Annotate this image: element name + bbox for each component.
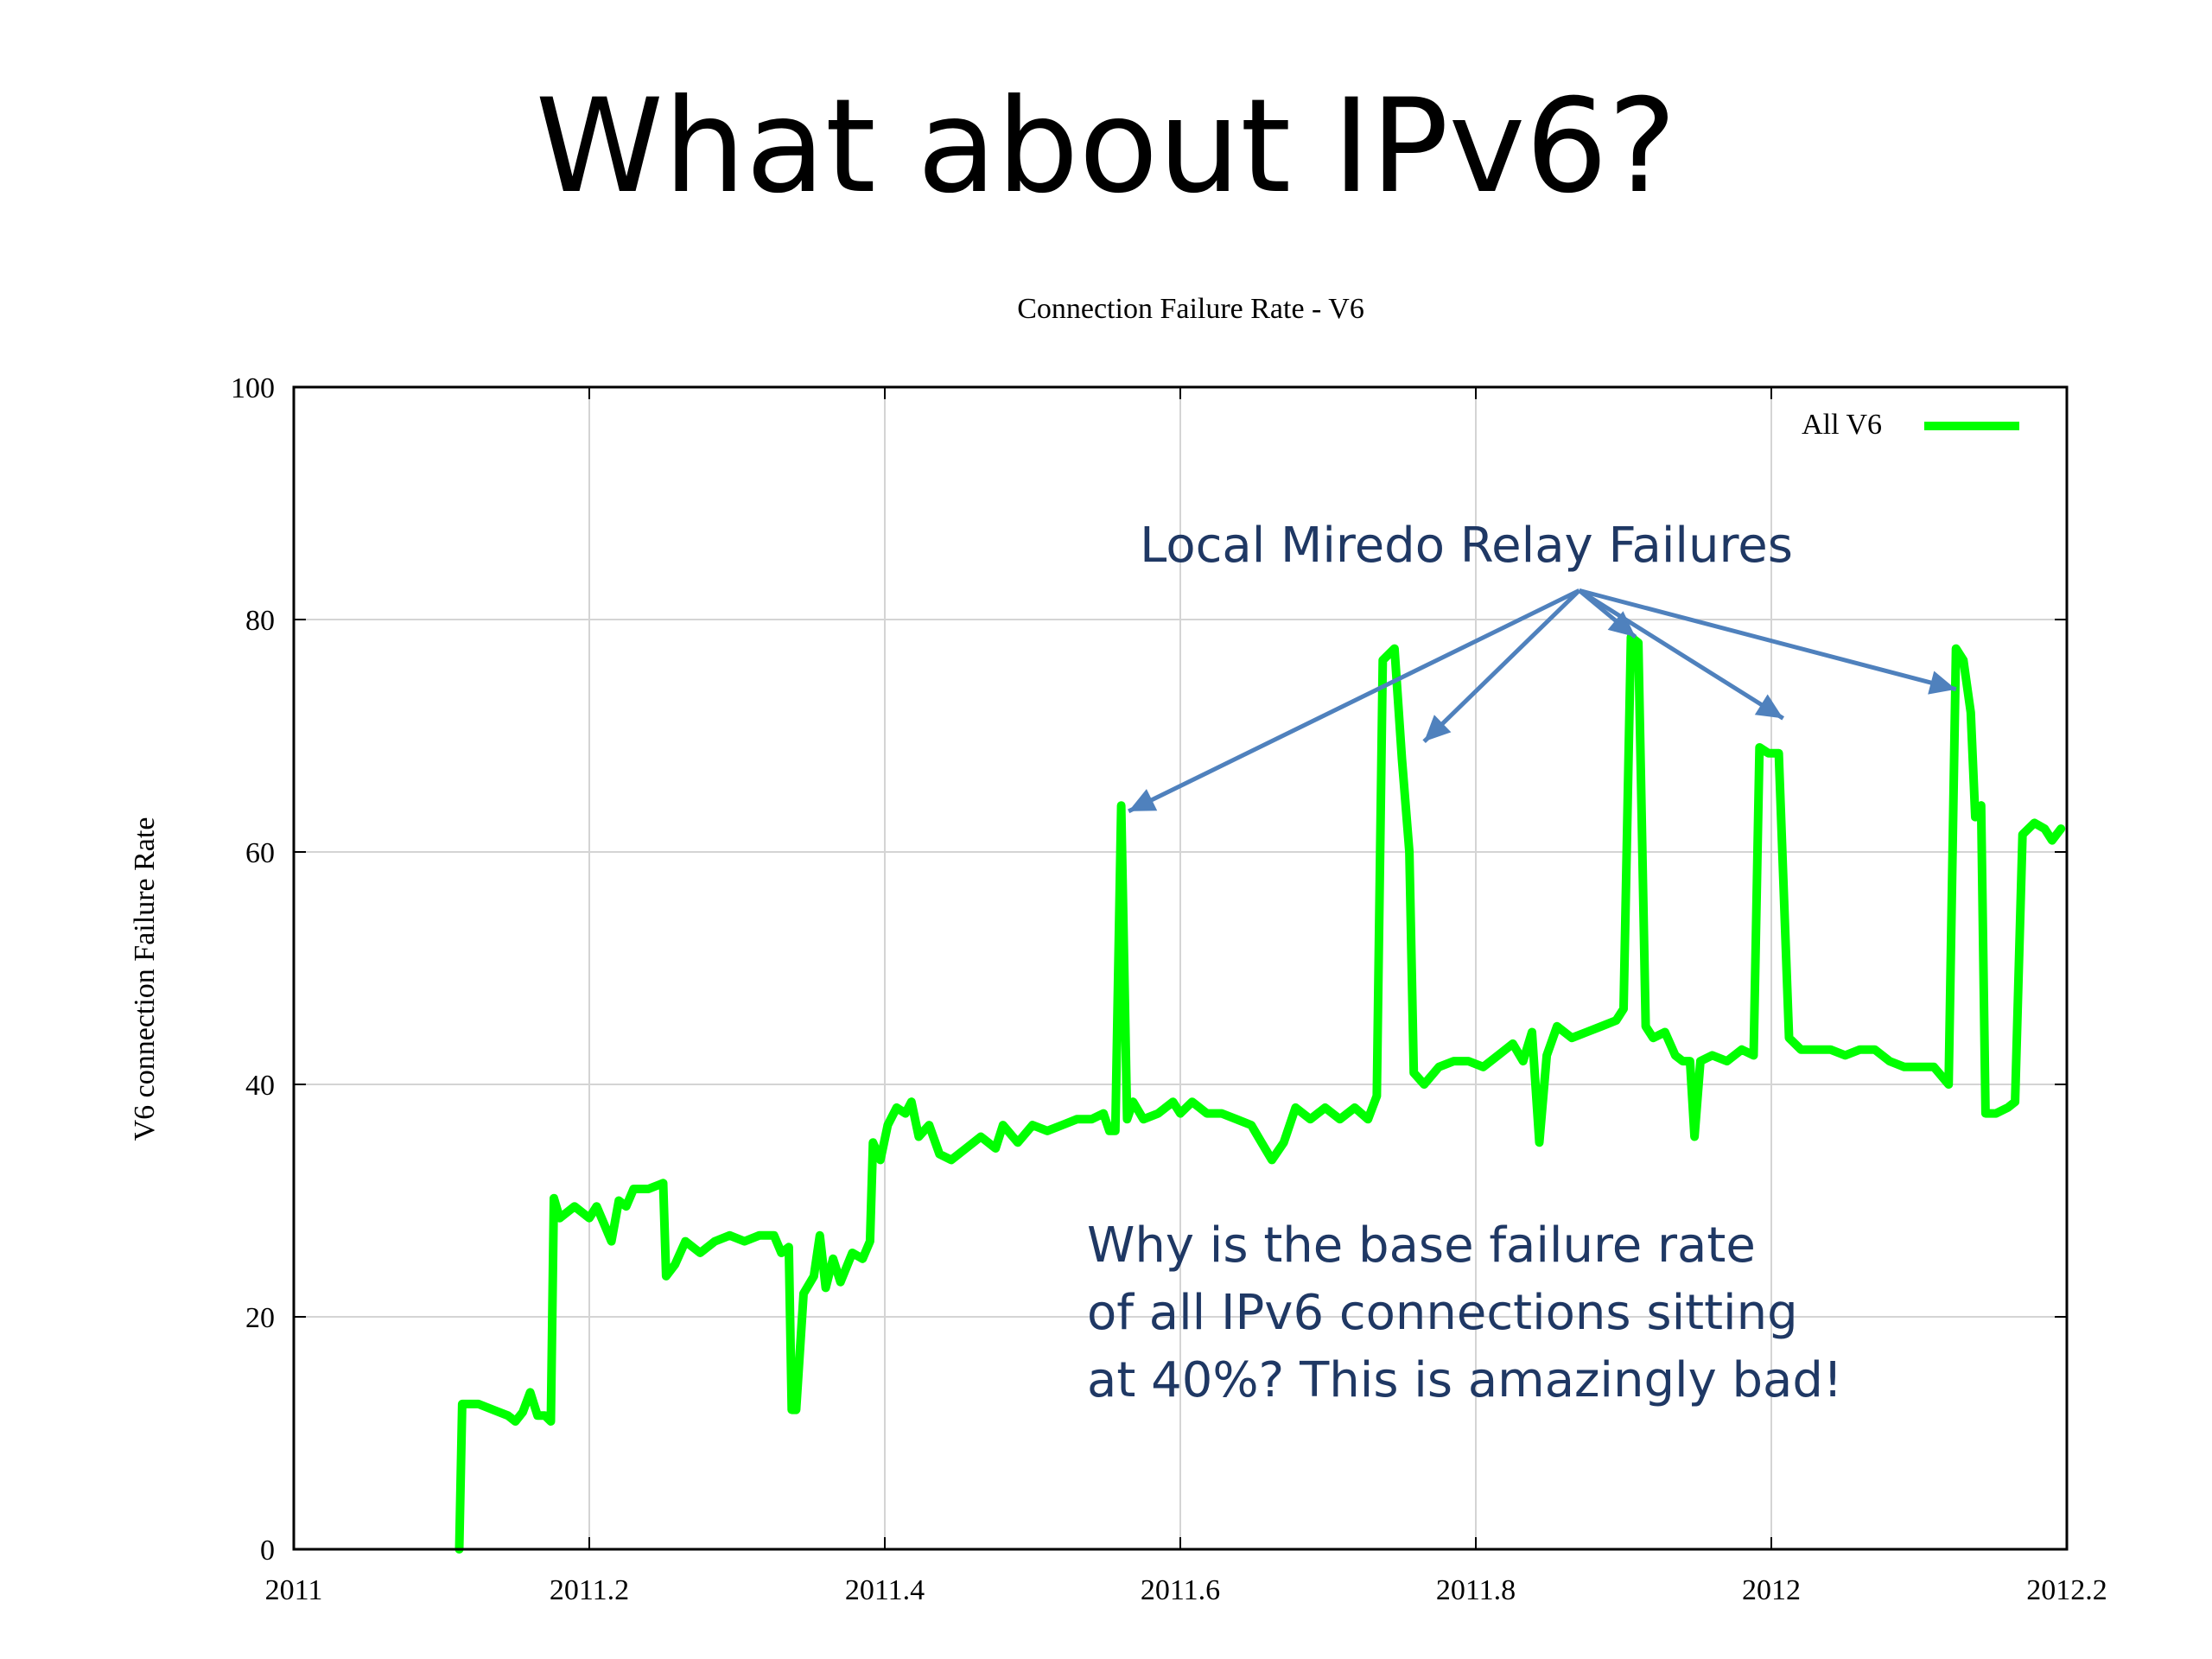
tick-labels: 2011 2011.2 2011.4 2011.6 2011.8 2012 2012.2 0 2… bbox=[231, 372, 2107, 1606]
y-tick-label: 20 bbox=[245, 1302, 275, 1334]
question-line-1: Why is the base failure rate bbox=[1087, 1217, 1756, 1274]
annotation-arrow bbox=[1578, 588, 1785, 721]
x-tick-label: 2011.2 bbox=[550, 1574, 629, 1606]
x-tick-label: 2011.4 bbox=[845, 1574, 925, 1606]
question-line-3: at 40%? This is amazingly bad! bbox=[1087, 1352, 1842, 1408]
gridlines bbox=[294, 387, 2067, 1549]
y-tick-label: 100 bbox=[231, 372, 275, 404]
plot-frame bbox=[292, 385, 2069, 1551]
annotation-arrow bbox=[1422, 588, 1581, 744]
x-tick-label: 2011.6 bbox=[1141, 1574, 1220, 1606]
x-tick-label: 2012 bbox=[1742, 1574, 1801, 1606]
annotation-arrowhead bbox=[1607, 611, 1636, 638]
relay-failures-label: Local Miredo Relay Failures bbox=[1140, 518, 1793, 574]
x-tick-label: 2011 bbox=[265, 1574, 323, 1606]
annotation-arrow bbox=[1579, 588, 1957, 692]
question-line-2: of all IPv6 connections sitting bbox=[1087, 1285, 1798, 1341]
series-line-all-v6 bbox=[454, 632, 2066, 1554]
legend-label: All V6 bbox=[1802, 409, 1882, 441]
y-axis-label: V6 connection Failure Rate bbox=[129, 817, 161, 1141]
annotation-arrowhead bbox=[1128, 789, 1158, 811]
annotation-arrowhead bbox=[1424, 715, 1452, 742]
annotation-arrow bbox=[1128, 588, 1580, 814]
y-tick-label: 80 bbox=[245, 605, 275, 637]
y-tick-label: 40 bbox=[245, 1070, 275, 1102]
legend: All V6 bbox=[1802, 409, 2019, 441]
slide-title: What about IPv6? bbox=[535, 72, 1677, 222]
x-tick-label: 2011.8 bbox=[1436, 1574, 1516, 1606]
y-tick-label: 0 bbox=[260, 1535, 275, 1567]
annotation-arrowhead bbox=[1928, 671, 1956, 695]
chart-title: Connection Failure Rate - V6 bbox=[1017, 293, 1364, 325]
annotation-arrows bbox=[1128, 588, 1957, 814]
x-tick-label: 2012.2 bbox=[2026, 1574, 2107, 1606]
y-tick-label: 60 bbox=[245, 837, 275, 869]
annotation-arrowhead bbox=[1754, 694, 1783, 719]
